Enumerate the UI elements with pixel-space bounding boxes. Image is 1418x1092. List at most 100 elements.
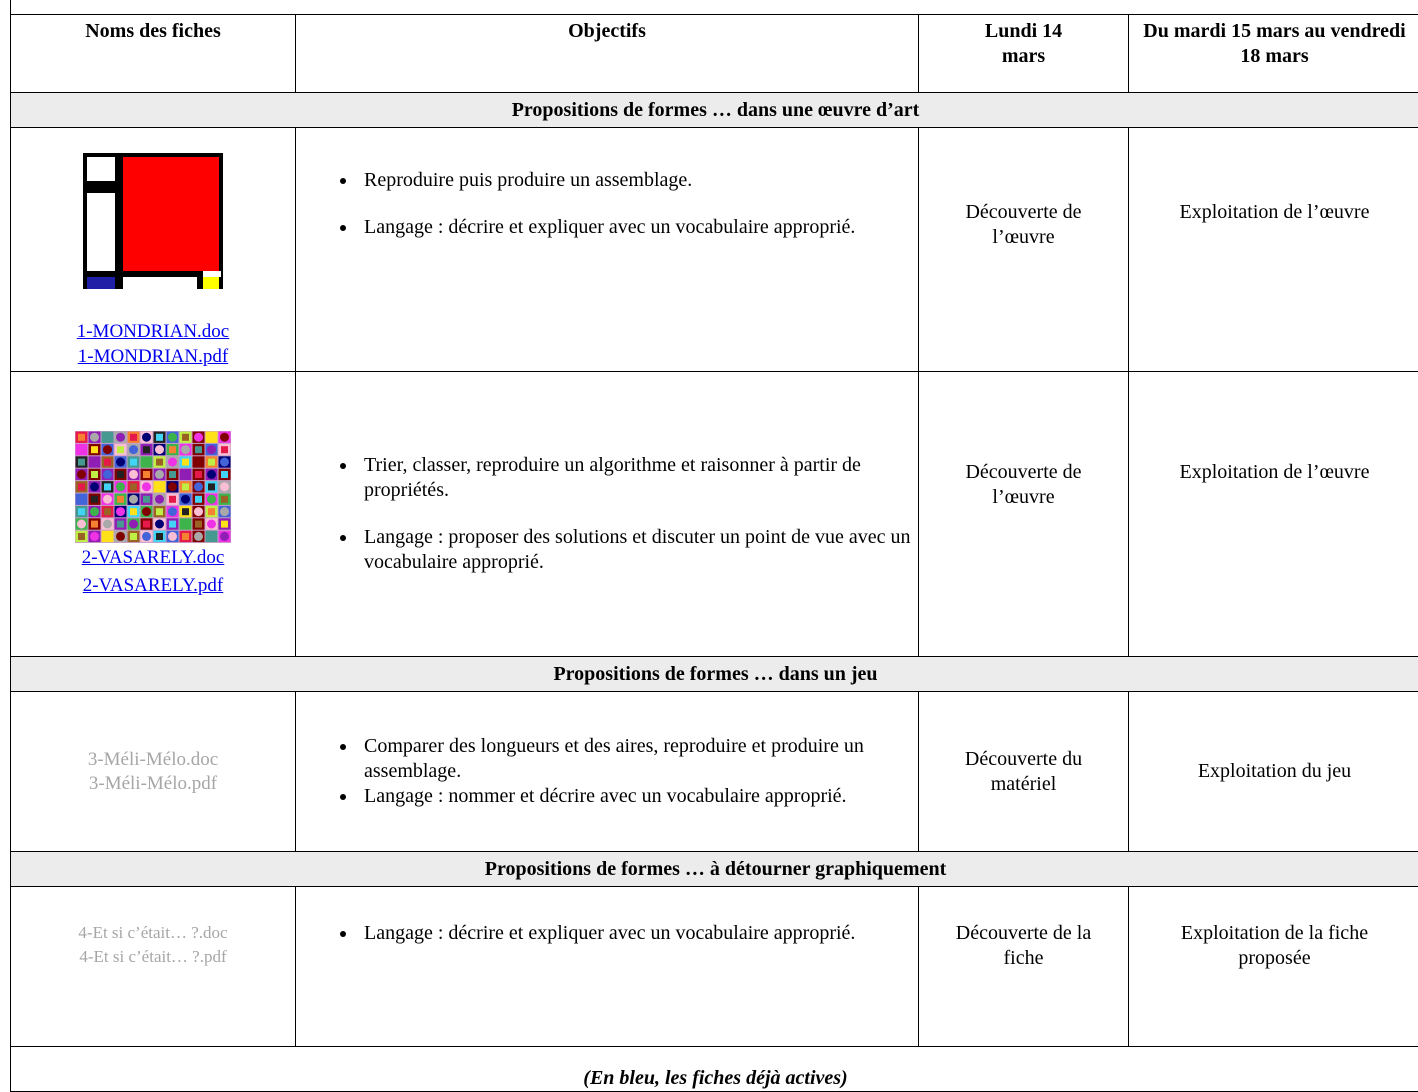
header-row: Noms des fiches Objectifs Lundi 14 mars …	[11, 15, 1418, 93]
footer: (En bleu, les fiches déjà actives)	[11, 1047, 1418, 1092]
objective: Langage : décrire et expliquer avec un v…	[358, 215, 912, 240]
file-name: 3-Méli-Mélo.pdf	[17, 772, 289, 796]
pattern-shape	[90, 531, 99, 540]
files-cell: 3-Méli-Mélo.doc 3-Méli-Mélo.pdf	[11, 692, 296, 852]
section-title: Propositions de formes … dans une œuvre …	[11, 93, 1418, 128]
pattern-shape	[194, 531, 203, 540]
pattern-shape	[90, 432, 99, 441]
pattern-shape	[168, 482, 177, 491]
file-link[interactable]: 2-VASARELY.doc	[82, 547, 225, 568]
pattern-shape	[116, 457, 125, 466]
files-cell: 2-VASARELY.doc 2-VASARELY.pdf	[11, 372, 296, 657]
header-cell: Lundi 14 mars	[919, 15, 1129, 93]
pattern-shape	[116, 482, 125, 491]
pattern-shape	[156, 458, 163, 465]
pattern-shape	[168, 531, 177, 540]
pattern-shape	[194, 482, 203, 491]
objectives-list: Reproduire puis produire un assemblage. …	[302, 168, 912, 240]
pattern-shape	[104, 483, 111, 490]
pattern-shape	[117, 495, 124, 502]
pattern-shape	[103, 494, 112, 503]
pattern-shape	[130, 483, 137, 490]
pattern-shape	[156, 433, 163, 440]
pattern-shape	[194, 507, 203, 516]
pattern-shape	[104, 508, 111, 515]
pattern-shape	[169, 495, 176, 502]
pattern-shape	[155, 519, 164, 528]
pattern-shape	[208, 433, 215, 440]
file-name: 4-Et si c’était… ?.pdf	[17, 945, 289, 969]
footer-row: (En bleu, les fiches déjà actives)	[11, 1047, 1418, 1092]
pattern-shape	[142, 507, 151, 516]
pattern-shape	[116, 531, 125, 540]
pattern-shape	[181, 469, 190, 478]
row: 1-MONDRIAN.doc 1-MONDRIAN.pdf Reproduire…	[11, 128, 1418, 372]
files-cell: 1-MONDRIAN.doc 1-MONDRIAN.pdf	[11, 128, 296, 372]
section-row: Propositions de formes … dans une œuvre …	[11, 93, 1418, 128]
monday-cell: Découverte du matériel	[919, 692, 1129, 852]
pattern-shape	[194, 432, 203, 441]
section-title: Propositions de formes … à détourner gra…	[11, 852, 1418, 887]
objective: Langage : décrire et expliquer avec un v…	[358, 921, 912, 946]
pattern-shape	[182, 458, 189, 465]
monday-cell: Découverte de l’œuvre	[919, 372, 1129, 657]
objective: Reproduire puis produire un assemblage.	[358, 168, 912, 193]
rest-cell: Exploitation de l’œuvre	[1129, 372, 1418, 657]
pattern-shape	[116, 507, 125, 516]
section-row: Propositions de formes … à détourner gra…	[11, 852, 1418, 887]
pattern-shape	[117, 446, 124, 453]
pattern-shape	[91, 520, 98, 527]
monday-cell: Découverte de la fiche	[919, 887, 1129, 1047]
pattern-shape	[181, 445, 190, 454]
objectives-list: Trier, classer, reproduire un algorithme…	[302, 453, 912, 575]
pattern-shape	[91, 495, 98, 502]
pattern-shape	[143, 495, 150, 502]
row: 4-Et si c’était… ?.doc 4-Et si c’était… …	[11, 887, 1418, 1047]
pattern-shape	[195, 471, 202, 478]
pattern-shape	[168, 432, 177, 441]
pattern-shape	[207, 445, 216, 454]
pattern-shape	[207, 519, 216, 528]
pattern-shape	[78, 483, 85, 490]
rest-cell: Exploitation du jeu	[1129, 692, 1418, 852]
file-name: 4-Et si c’était… ?.doc	[17, 921, 289, 945]
objective: Trier, classer, reproduire un algorithme…	[358, 453, 912, 503]
pattern-shape	[194, 457, 203, 466]
pattern-shape	[155, 494, 164, 503]
pattern-shape	[90, 457, 99, 466]
objective: Langage : nommer et décrire avec un voca…	[358, 784, 912, 809]
file-link[interactable]: 2-VASARELY.pdf	[83, 575, 223, 596]
table: Noms des fiches Objectifs Lundi 14 mars …	[10, 14, 1418, 1092]
file-link[interactable]: 1-MONDRIAN.pdf	[78, 346, 228, 367]
pattern-shape	[78, 533, 85, 540]
pattern-shape	[130, 508, 137, 515]
file-name: 3-Méli-Mélo.doc	[17, 748, 289, 772]
pattern-shape	[168, 457, 177, 466]
pattern-shape	[130, 433, 137, 440]
pattern-shape	[77, 519, 86, 528]
section-row: Propositions de formes … dans un jeu	[11, 657, 1418, 692]
pattern-shape	[116, 432, 125, 441]
pattern-shape	[117, 471, 124, 478]
pattern-shape	[182, 483, 189, 490]
pattern-shape	[220, 507, 229, 516]
pattern-shape	[207, 469, 216, 478]
pattern-shape	[156, 483, 163, 490]
pattern-shape	[129, 469, 138, 478]
pattern-shape	[77, 445, 86, 454]
pattern-shape	[221, 471, 228, 478]
row: 2-VASARELY.doc 2-VASARELY.pdf Trier, cla…	[11, 372, 1418, 657]
pattern-shape	[91, 471, 98, 478]
pattern-shape	[130, 533, 137, 540]
file-link[interactable]: 1-MONDRIAN.doc	[77, 321, 230, 342]
pattern-shape	[130, 458, 137, 465]
objective: Comparer des longueurs et des aires, rep…	[358, 734, 912, 784]
border	[10, 0, 11, 14]
pattern-shape	[155, 469, 164, 478]
objectives-cell: Reproduire puis produire un assemblage. …	[296, 128, 919, 372]
vasarely-image	[75, 431, 231, 543]
pattern-shape	[168, 507, 177, 516]
pattern-shape	[143, 520, 150, 527]
pattern-shape	[103, 519, 112, 528]
